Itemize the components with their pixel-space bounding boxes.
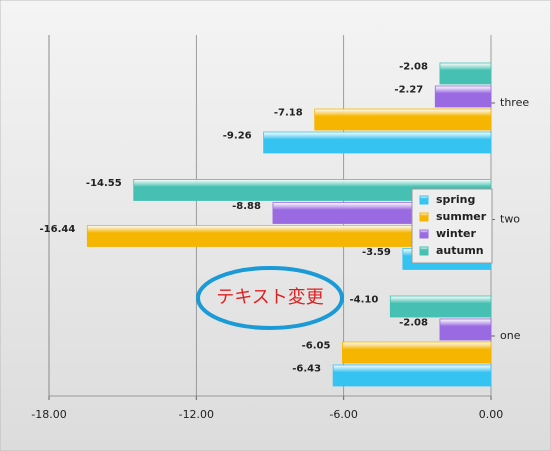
- y-tick-label: two: [500, 213, 520, 226]
- legend-label: autumn: [436, 244, 484, 257]
- value-label: -6.43: [292, 364, 321, 375]
- bar: [439, 318, 492, 341]
- y-tick-label: three: [500, 96, 529, 109]
- legend-label: summer: [436, 210, 487, 223]
- bar: [342, 341, 492, 364]
- legend-label: spring: [436, 193, 475, 206]
- value-label: -14.55: [86, 178, 122, 189]
- bar: [439, 62, 492, 85]
- legend-swatch: [419, 229, 429, 239]
- value-label: -9.26: [223, 131, 252, 142]
- x-tick-label: -6.00: [329, 408, 357, 421]
- bar: [314, 108, 492, 131]
- x-tick-label: 0.00: [479, 408, 504, 421]
- y-tick-label: one: [500, 329, 521, 342]
- bar: [263, 131, 492, 154]
- value-label: -7.18: [274, 108, 303, 119]
- x-tick-label: -18.00: [31, 408, 66, 421]
- bar: [389, 295, 492, 318]
- x-tick-label: -12.00: [179, 408, 214, 421]
- annotation: テキスト変更: [216, 287, 323, 308]
- legend-swatch: [419, 212, 429, 222]
- legend-swatch: [419, 195, 429, 205]
- value-label: -8.88: [232, 201, 261, 212]
- value-label: -2.08: [399, 318, 428, 329]
- legend-swatch: [419, 246, 429, 256]
- bar: [332, 364, 492, 387]
- legend-label: winter: [436, 227, 476, 240]
- value-label: -4.10: [349, 295, 378, 306]
- annotation-ellipse: [196, 266, 344, 330]
- bar: [434, 85, 492, 108]
- value-label: -2.27: [394, 85, 423, 96]
- value-label: -3.59: [362, 247, 391, 258]
- value-label: -2.08: [399, 62, 428, 73]
- value-label: -16.44: [40, 224, 76, 235]
- value-label: -6.05: [302, 341, 331, 352]
